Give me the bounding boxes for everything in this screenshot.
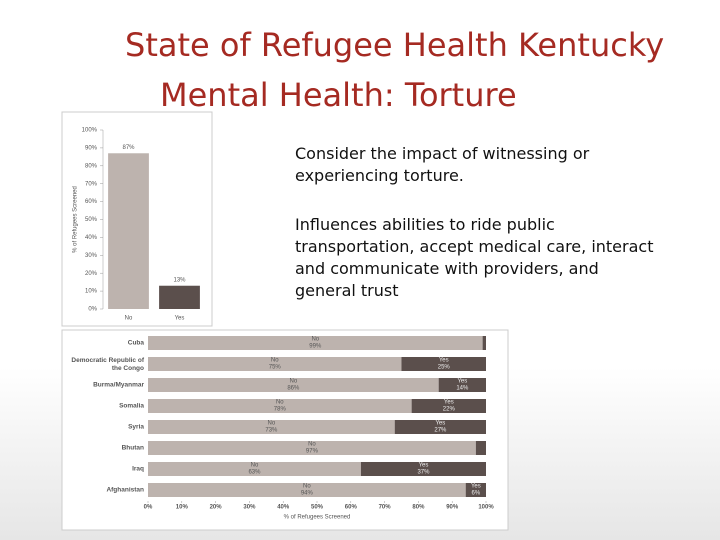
x-tick-label: 10% (176, 505, 189, 511)
segment-name: Yes (457, 379, 467, 385)
value-label: 63% (248, 470, 261, 476)
y-tick-label: 100% (82, 128, 98, 134)
segment-name: No (276, 400, 284, 406)
body-text: Consider the impact of witnessing or exp… (295, 144, 590, 185)
bar-segment (401, 357, 486, 371)
y-tick-label: 90% (85, 145, 98, 151)
bar-segment (475, 441, 486, 455)
bar (159, 285, 200, 309)
category-label: Democratic Republic of the Congo (71, 357, 144, 372)
segment-name: No (251, 463, 259, 469)
segment-name: No (308, 442, 316, 448)
category-label: Afghanistan (106, 487, 144, 494)
value-label: 14% (456, 386, 469, 392)
y-tick-label: 30% (85, 253, 98, 259)
x-tick-label: 100% (478, 505, 494, 511)
segment-name: No (271, 358, 279, 364)
segment-name: No (268, 421, 276, 427)
value-label: 37% (417, 470, 430, 476)
bar-segment (438, 378, 486, 392)
x-tick-label: 60% (345, 505, 358, 511)
x-tick-label: 0% (144, 505, 153, 511)
y-axis-title: % of Refugees Screened (73, 186, 79, 253)
y-tick-label: 0% (88, 307, 97, 313)
value-label: 86% (287, 386, 300, 392)
value-label: 87% (122, 145, 135, 151)
bar-segment (148, 441, 476, 455)
bar-segment (360, 462, 486, 476)
value-label: 99% (309, 344, 322, 350)
x-tick-label: 80% (412, 505, 425, 511)
value-label: 78% (274, 407, 287, 413)
x-tick-label: 20% (210, 505, 223, 511)
value-label: 73% (265, 428, 278, 434)
body-text: Influences abilities to ride public tran… (295, 215, 654, 300)
x-tick-label: 50% (311, 505, 324, 511)
bar-segment (148, 462, 361, 476)
x-tick-label: 40% (277, 505, 290, 511)
x-tick-label: Yes (175, 316, 185, 322)
bar-segment (148, 378, 439, 392)
segment-name: No (290, 379, 298, 385)
x-tick-label: 70% (379, 505, 392, 511)
bar-segment (411, 399, 486, 413)
bar (108, 153, 149, 309)
slide-subtitle: Mental Health: Torture (160, 76, 517, 114)
x-tick-label: No (125, 316, 133, 322)
value-label: 94% (301, 491, 314, 497)
y-tick-label: 80% (85, 163, 98, 169)
category-label: Burma/Myanmar (93, 382, 144, 389)
value-label: 25% (438, 365, 451, 371)
value-label: 97% (306, 449, 319, 455)
y-tick-label: 20% (85, 271, 98, 277)
slide-title: State of Refugee Health Kentucky (125, 26, 665, 64)
x-tick-label: 90% (446, 505, 459, 511)
value-label: 6% (472, 491, 481, 497)
segment-name: Yes (419, 463, 429, 469)
segment-name: Yes (471, 484, 481, 490)
x-tick-label: 30% (243, 505, 256, 511)
value-label: 13% (173, 277, 186, 283)
value-label: 27% (434, 428, 447, 434)
y-tick-label: 70% (85, 181, 98, 187)
bar-segment (465, 483, 486, 497)
bar-segment (148, 336, 483, 350)
bar-segment (482, 336, 486, 350)
bar-segment (394, 420, 486, 434)
segment-name: No (303, 484, 311, 490)
x-axis-title: % of Refugees Screened (284, 515, 351, 521)
segment-name: Yes (435, 421, 445, 427)
bar-segment (148, 357, 402, 371)
value-label: 75% (269, 365, 282, 371)
bar-segment (148, 483, 466, 497)
segment-name: No (311, 337, 319, 343)
category-label: Syria (128, 424, 144, 431)
value-label: 22% (443, 407, 456, 413)
category-label: Cuba (128, 340, 145, 347)
category-label: Iraq (132, 466, 144, 473)
bar-segment (148, 420, 395, 434)
y-tick-label: 40% (85, 235, 98, 241)
segment-name: Yes (439, 358, 449, 364)
segment-name: Yes (444, 400, 454, 406)
category-label: Bhutan (122, 445, 144, 452)
y-tick-label: 10% (85, 289, 98, 295)
bar-segment (148, 399, 412, 413)
y-tick-label: 50% (85, 217, 98, 223)
category-label: Somalia (119, 403, 144, 410)
y-tick-label: 60% (85, 199, 98, 205)
